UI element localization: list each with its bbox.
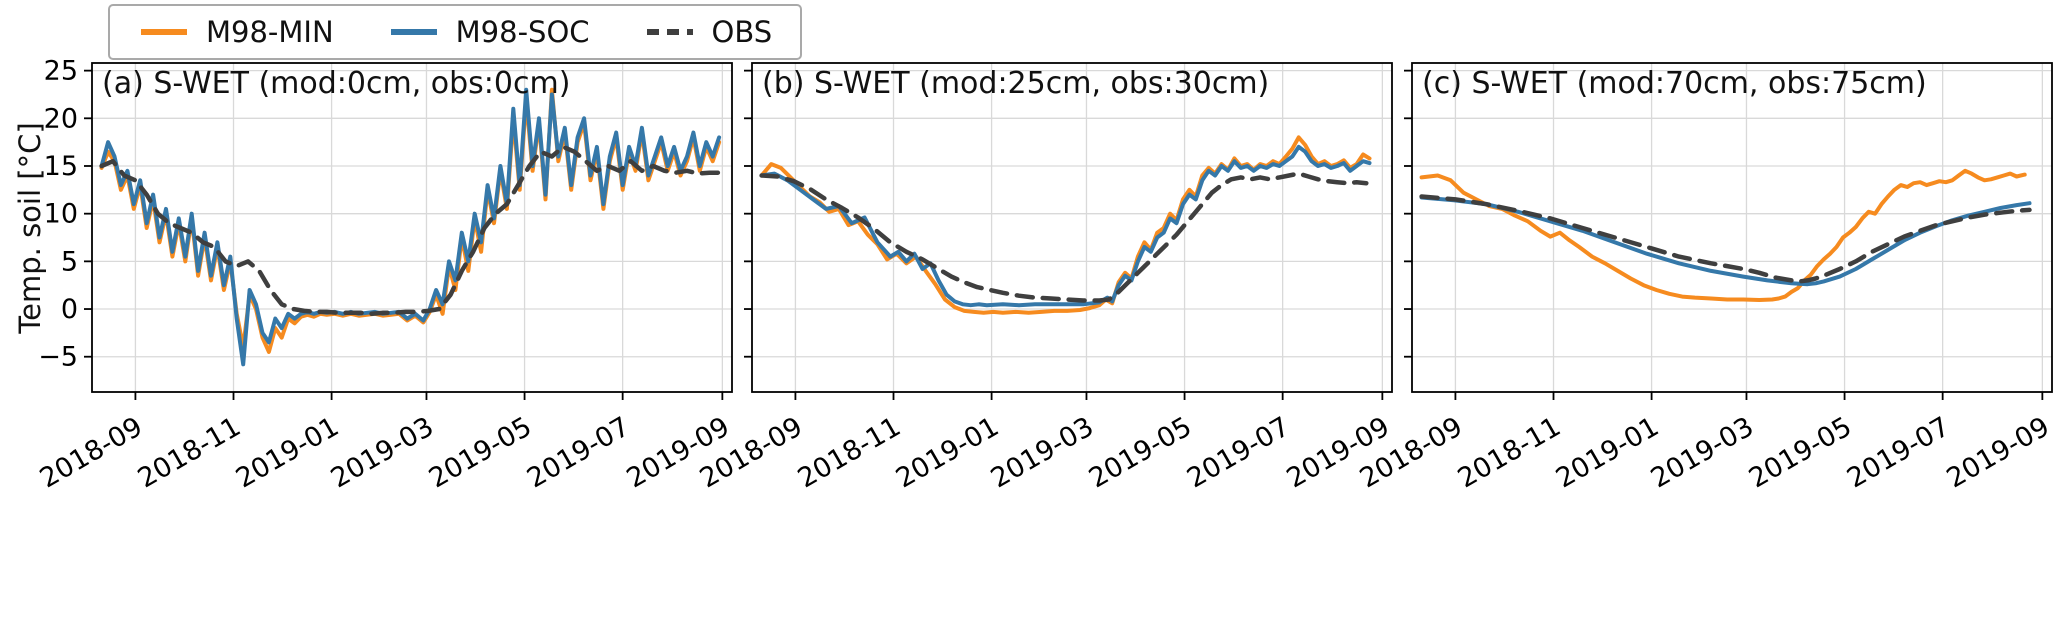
x-tick-label: 2019-03 [326, 411, 439, 494]
line-swatch-icon [390, 29, 437, 35]
series-obs [759, 171, 1369, 303]
legend-label: M98-SOC [455, 15, 590, 49]
legend: M98-MIN M98-SOC OBS [108, 4, 803, 60]
panel-a: 2018-092018-112019-012019-032019-052019-… [35, 56, 735, 495]
y-tick-label: 0 [61, 294, 78, 325]
y-axis-label: Temp. soil [°C] [13, 122, 47, 334]
series-m98-min [1419, 168, 2027, 302]
axes-frame [91, 62, 733, 393]
legend-item-m98-soc: M98-SOC [388, 15, 590, 49]
series-m98-soc [99, 87, 722, 367]
x-tick-label: 2019-05 [1744, 411, 1857, 494]
y-tick-label: 25 [44, 56, 78, 87]
y-tick-label: 15 [44, 151, 78, 182]
panel-a-title: (a) S-WET (mod:0cm, obs:0cm) [102, 66, 571, 101]
series-obs [1419, 194, 2032, 284]
panel-b: 2018-092018-112019-012019-032019-052019-… [695, 62, 1395, 494]
x-tick-label: 2018-11 [793, 411, 906, 494]
panel-c: 2018-092018-112019-012019-032019-052019-… [1355, 62, 2055, 494]
legend-item-obs: OBS [644, 15, 773, 49]
x-tick-label: 2019-05 [1084, 411, 1197, 494]
legend-label: M98-MIN [206, 15, 334, 49]
panel-b-title: (b) S-WET (mod:25cm, obs:30cm) [762, 66, 1270, 101]
x-tick-label: 2019-01 [891, 411, 1004, 494]
series-m98-soc [759, 144, 1372, 308]
x-tick-label: 2019-07 [522, 411, 635, 494]
x-tick-label: 2019-09 [1942, 411, 2055, 494]
series-obs [99, 144, 722, 317]
y-tick-label: 10 [44, 199, 78, 230]
legend-item-m98-min: M98-MIN [138, 15, 334, 49]
x-tick-label: 2019-01 [1551, 411, 1664, 494]
x-tick-label: 2019-07 [1842, 411, 1955, 494]
y-tick-label: 20 [44, 103, 78, 134]
x-tick-label: 2018-11 [133, 411, 246, 494]
axes-frame [1411, 62, 2053, 393]
x-tick-label: 2019-01 [231, 411, 344, 494]
x-tick-label: 2018-11 [1453, 411, 1566, 494]
y-tick-label: 5 [61, 246, 78, 277]
y-tick-label: −5 [38, 342, 78, 373]
line-swatch-icon [141, 29, 187, 35]
x-tick-label: 2019-07 [1182, 411, 1295, 494]
x-tick-label: 2019-03 [986, 411, 1099, 494]
x-tick-label: 2019-03 [1646, 411, 1759, 494]
x-tick-label: 2019-05 [424, 411, 537, 494]
axes-frame [751, 62, 1393, 393]
panel-c-title: (c) S-WET (mod:70cm, obs:75cm) [1422, 66, 1927, 101]
dashed-line-swatch-icon [646, 29, 693, 35]
legend-label: OBS [711, 15, 773, 49]
x-tick-label: 2018-09 [35, 411, 148, 494]
